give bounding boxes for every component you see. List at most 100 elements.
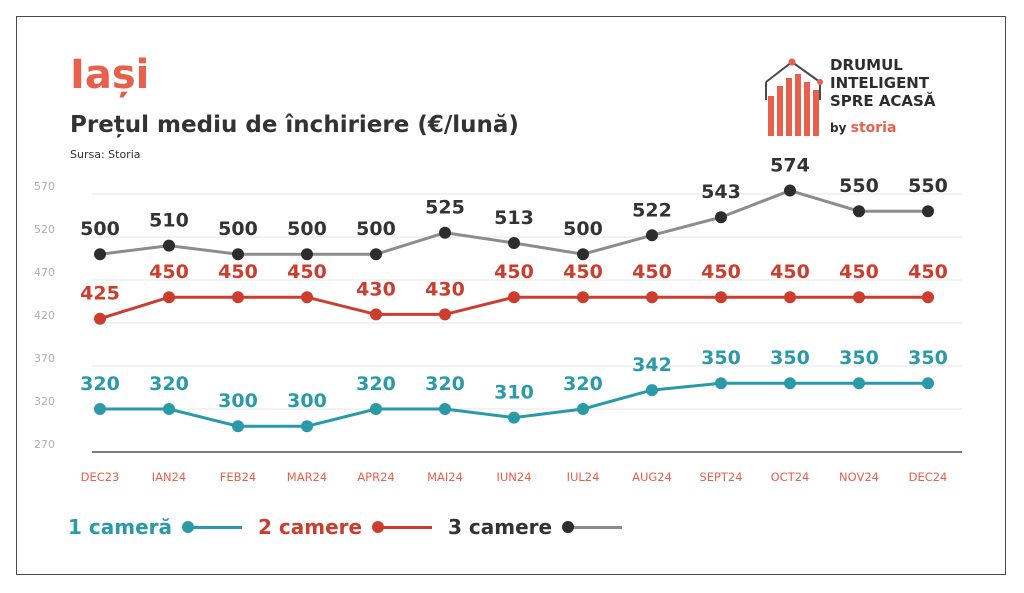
data-label: 320 [80, 373, 120, 395]
x-tick-label: DEC23 [81, 470, 120, 484]
data-point [784, 184, 796, 197]
data-point [439, 308, 451, 321]
legend-dot [182, 521, 194, 533]
x-tick-label: OCT24 [771, 470, 810, 484]
data-label: 450 [908, 261, 948, 283]
data-point [301, 420, 313, 433]
legend-label: 2 camere [258, 515, 363, 539]
chart-frame [16, 16, 1006, 575]
data-label: 310 [494, 382, 534, 404]
data-point [370, 248, 382, 261]
x-tick-label: IUL24 [567, 470, 600, 484]
data-point [784, 291, 796, 304]
data-point [508, 411, 520, 424]
brand-byline: by storia [830, 120, 896, 136]
data-point [577, 248, 589, 261]
legend-marker [372, 520, 433, 534]
data-label: 500 [287, 218, 327, 240]
data-label: 543 [701, 181, 741, 203]
data-point [370, 403, 382, 415]
data-point [646, 229, 658, 242]
y-tick-label: 470 [34, 266, 55, 279]
data-point [163, 403, 175, 415]
data-label: 513 [494, 207, 534, 229]
data-point [232, 420, 244, 433]
data-label: 342 [632, 354, 672, 376]
data-label: 550 [908, 175, 948, 197]
data-point [163, 239, 175, 252]
data-point [301, 291, 313, 304]
x-tick-label: SEPT24 [699, 470, 742, 484]
x-tick-label: FEB24 [220, 470, 256, 484]
data-label: 500 [218, 218, 258, 240]
data-point [439, 226, 451, 239]
x-tick-label: IUN24 [496, 470, 531, 484]
legend-item-3-camere: 3 camere [448, 514, 623, 540]
x-tick-label: MAI24 [427, 470, 463, 484]
data-point [94, 312, 106, 325]
brand-line-1: DRUMUL [830, 56, 903, 74]
data-label: 350 [908, 347, 948, 369]
x-tick-label: IAN24 [152, 470, 187, 484]
data-label: 450 [494, 261, 534, 283]
source-note: Sursa: Storia [70, 148, 141, 161]
data-label: 350 [770, 347, 810, 369]
data-label: 320 [356, 373, 396, 395]
data-label: 320 [149, 373, 189, 395]
brand-logo: DRUMUL INTELIGENT SPRE ACASĂ by storia [762, 56, 972, 140]
chart-subtitle: Prețul mediu de închiriere (€/lună) [70, 112, 519, 138]
legend-dot [372, 521, 385, 533]
data-point [646, 384, 658, 397]
x-tick-label: APR24 [357, 470, 394, 484]
y-tick-label: 520 [34, 223, 55, 236]
brand-line-2: INTELIGENT [830, 74, 930, 92]
data-label: 430 [356, 278, 396, 300]
x-tick-label: DEC24 [909, 470, 948, 484]
legend-marker [562, 520, 623, 534]
data-point [232, 248, 244, 261]
legend-item-1-camera: 1 cameră [68, 514, 242, 540]
data-point [715, 291, 727, 304]
y-tick-label: 420 [34, 309, 55, 322]
y-tick-label: 370 [34, 352, 55, 365]
data-label: 450 [701, 261, 741, 283]
data-point [163, 291, 175, 304]
house-bars-icon [765, 58, 823, 136]
data-label: 450 [632, 261, 672, 283]
data-label: 320 [563, 373, 603, 395]
data-point [922, 377, 934, 390]
data-point [232, 291, 244, 304]
brand-line-3: SPRE ACASĂ [830, 92, 936, 110]
legend-label: 3 camere [448, 515, 553, 539]
x-tick-label: AUG24 [632, 470, 672, 484]
data-point [922, 205, 934, 218]
data-point [853, 377, 865, 390]
data-label: 525 [425, 197, 465, 219]
data-point [853, 205, 865, 218]
legend-dot [562, 521, 575, 533]
data-label: 430 [425, 278, 465, 300]
data-point [922, 291, 934, 304]
data-point [715, 377, 727, 390]
city-title: Iași [70, 52, 150, 98]
data-point [94, 403, 106, 415]
data-point [715, 211, 727, 224]
data-label: 320 [425, 373, 465, 395]
data-label: 450 [770, 261, 810, 283]
x-tick-label: NOV24 [839, 470, 879, 484]
data-label: 574 [770, 155, 810, 177]
data-point [370, 308, 382, 321]
y-tick-label: 570 [34, 180, 55, 193]
data-point [577, 403, 589, 415]
data-label: 300 [218, 390, 258, 412]
data-point [508, 291, 520, 304]
data-label: 450 [287, 261, 327, 283]
data-label: 500 [80, 218, 120, 240]
data-label: 350 [839, 347, 879, 369]
data-point [508, 237, 520, 250]
brand-name: DRUMUL INTELIGENT SPRE ACASĂ [830, 56, 935, 110]
legend-item-2-camere: 2 camere [258, 514, 433, 540]
data-label: 450 [218, 261, 258, 283]
legend-marker [182, 520, 242, 534]
data-point [577, 291, 589, 304]
